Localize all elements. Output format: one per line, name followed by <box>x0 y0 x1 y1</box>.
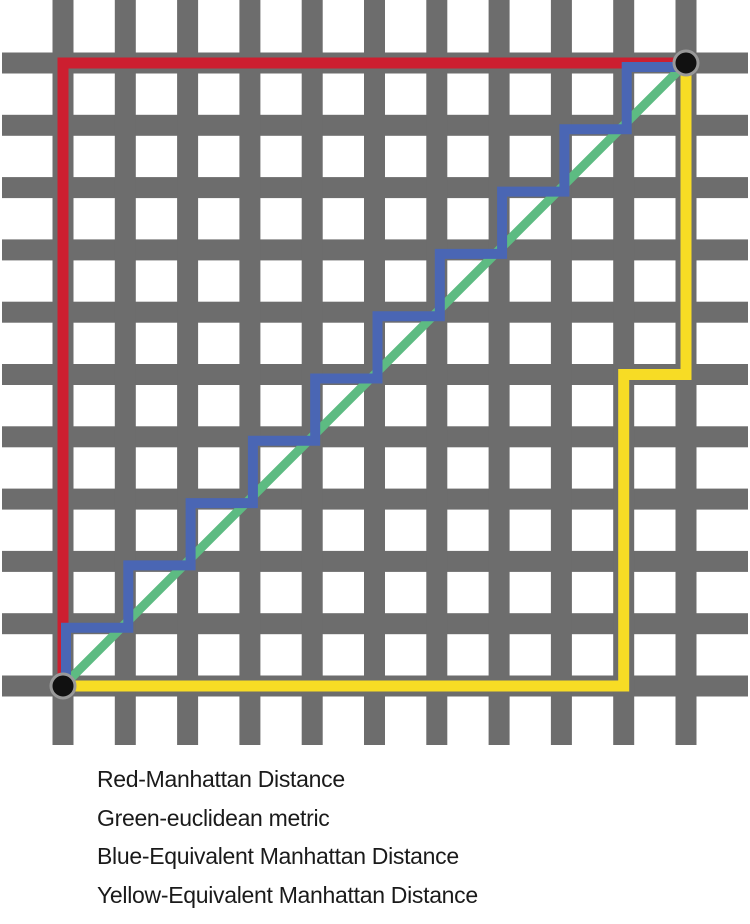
legend-blue: Blue-Equivalent Manhattan Distance <box>97 843 459 869</box>
yellow-manhattan-path <box>57 57 692 692</box>
grid-vertical-bar <box>114 0 136 745</box>
blue-staircase-path <box>61 62 691 691</box>
grid-vertical-bar <box>426 0 448 745</box>
grid-vertical-bar <box>239 0 261 745</box>
start-point <box>49 672 77 700</box>
legend-green: Green-euclidean metric <box>97 804 330 831</box>
legend-yellow: Yellow-Equivalent Manhattan Distance <box>97 881 478 908</box>
grid-vertical-bar <box>177 0 199 745</box>
red-manhattan-path <box>57 57 692 692</box>
legend: Red-Manhattan Distance Green-euclidean m… <box>97 760 478 914</box>
end-point <box>672 49 700 77</box>
legend-red: Red-Manhattan Distance <box>97 766 345 792</box>
distance-grid-diagram <box>2 0 748 745</box>
grid-vertical-bar <box>550 0 572 745</box>
grid-vertical-bar <box>488 0 510 745</box>
grid-vertical-bar <box>301 0 323 745</box>
